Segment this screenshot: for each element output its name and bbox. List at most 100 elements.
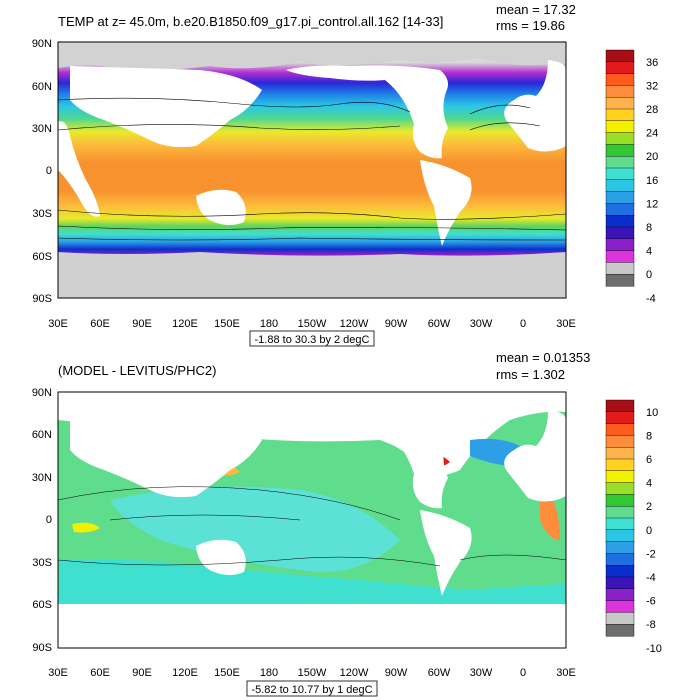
colorbar-swatch xyxy=(605,250,635,263)
panel-1-lon-label: 30E xyxy=(556,318,576,330)
panel-2-lon-label: 150E xyxy=(214,667,240,679)
panel-2-x-ticks: 30E 60E 90E 120E 150E 180 150W 120W 90W … xyxy=(48,667,576,679)
panel-2-lon-label: 120W xyxy=(340,667,369,679)
panel-2-lon-label: 60W xyxy=(428,667,451,679)
colorbar-swatch xyxy=(605,399,635,413)
panel-1-lat-label: 90S xyxy=(32,293,52,305)
panel-2-lon-label: 0 xyxy=(520,667,526,679)
panel-2-range-box: -5.82 to 10.77 by 1 degC xyxy=(246,680,378,697)
colorbar-label: 16 xyxy=(646,175,658,187)
panel-2-colorbar-labels: 10 8 6 4 2 0 -2 -4 -6 -8 -10 xyxy=(646,407,662,655)
colorbar-label: 24 xyxy=(646,128,658,140)
panel-1-title: TEMP at z= 45.0m, b.e20.B1850.f09_g17.pi… xyxy=(58,14,443,29)
colorbar-swatch xyxy=(605,155,635,169)
colorbar-label: -2 xyxy=(646,548,656,560)
panel-1-lat-label: 60S xyxy=(32,251,52,263)
panel-1-range-box: -1.88 to 30.3 by 2 degC xyxy=(249,330,375,347)
colorbar-swatch xyxy=(605,167,635,181)
panel-2-mean: mean = 0.01353 xyxy=(496,350,590,365)
panel-2-range-label: -5.82 to 10.77 by 1 degC xyxy=(251,684,372,696)
colorbar-swatch xyxy=(605,494,635,507)
panel-1-lat-label: 60N xyxy=(32,81,52,93)
colorbar-swatch xyxy=(605,411,635,425)
colorbar-swatch xyxy=(605,96,635,110)
colorbar-swatch xyxy=(605,576,635,590)
panel-2-lat-label: 90N xyxy=(32,387,52,399)
colorbar-swatch xyxy=(605,517,635,531)
colorbar-swatch xyxy=(605,553,635,566)
panel-2-y-ticks: 90N 60N 30N 0 30S 60S 90S xyxy=(32,387,52,654)
colorbar-label: 20 xyxy=(646,151,658,163)
panel-1-lon-label: 150E xyxy=(214,318,240,330)
colorbar-swatch xyxy=(605,49,635,63)
panel-1-colorbar: 36 32 28 24 20 16 12 8 4 0 -4 xyxy=(605,49,658,305)
colorbar-label: 28 xyxy=(646,104,658,116)
colorbar-label: 6 xyxy=(646,454,652,466)
colorbar-swatch xyxy=(605,274,635,287)
panel-2-map xyxy=(57,391,567,649)
colorbar-swatch xyxy=(605,61,635,75)
panel-1-mean: mean = 17.32 xyxy=(496,2,576,17)
panel-2: (MODEL - LEVITUS/PHC2) mean = 0.01353 rm… xyxy=(32,350,662,697)
colorbar-label: 0 xyxy=(646,269,652,281)
panel-2-lat-label: 60N xyxy=(32,429,52,441)
colorbar-swatch xyxy=(605,108,635,122)
colorbar-label: -4 xyxy=(646,572,656,584)
colorbar-swatch xyxy=(605,600,635,613)
colorbar-label: -10 xyxy=(646,643,662,655)
colorbar-swatch xyxy=(605,435,635,448)
colorbar-swatch xyxy=(605,191,635,204)
colorbar-swatch xyxy=(605,262,635,275)
colorbar-swatch xyxy=(605,238,635,252)
colorbar-swatch xyxy=(605,541,635,554)
colorbar-label: -4 xyxy=(646,293,656,305)
colorbar-swatch xyxy=(605,85,635,98)
panel-1-lon-label: 120E xyxy=(172,318,198,330)
colorbar-swatch xyxy=(605,120,635,134)
colorbar-swatch xyxy=(605,588,635,602)
colorbar-swatch xyxy=(605,423,635,436)
panel-1-lon-label: 180 xyxy=(260,318,278,330)
colorbar-swatch xyxy=(605,624,635,637)
panel-2-colorbar: 10 8 6 4 2 0 -2 -4 -6 -8 -10 xyxy=(605,399,662,655)
colorbar-label: 4 xyxy=(646,478,652,490)
panel-2-lat-label: 0 xyxy=(46,514,52,526)
panel-1-lon-label: 150W xyxy=(298,318,327,330)
colorbar-swatch xyxy=(605,458,635,472)
panel-1-lon-label: 0 xyxy=(520,318,526,330)
colorbar-swatch xyxy=(605,529,635,543)
colorbar-label: 0 xyxy=(646,525,652,537)
colorbar-swatch xyxy=(605,612,635,625)
panel-1-lat-label: 30S xyxy=(32,208,52,220)
panel-1-colorbar-swatches xyxy=(605,49,635,287)
panel-2-lat-label: 30S xyxy=(32,557,52,569)
panel-1-lat-label: 30N xyxy=(32,123,52,135)
panel-2-lon-label: 90W xyxy=(385,667,408,679)
panel-1-y-ticks: 90N 60N 30N 0 30S 60S 90S xyxy=(32,38,52,305)
colorbar-swatch xyxy=(605,73,635,86)
panel-2-lat-label: 60S xyxy=(32,599,52,611)
panel-2-lon-label: 30E xyxy=(48,667,68,679)
panel-1-range-label: -1.88 to 30.3 by 2 degC xyxy=(255,334,370,346)
colorbar-swatch xyxy=(605,482,635,495)
panel-1-lat-label: 0 xyxy=(46,165,52,177)
colorbar-label: 36 xyxy=(646,57,658,69)
colorbar-label: 4 xyxy=(646,246,652,258)
colorbar-swatch xyxy=(605,214,635,228)
colorbar-label: 12 xyxy=(646,198,658,210)
panel-2-rms: rms = 1.302 xyxy=(496,367,565,382)
panel-1-map xyxy=(57,41,567,299)
panel-1: TEMP at z= 45.0m, b.e20.B1850.f09_g17.pi… xyxy=(32,2,658,347)
panel-2-lon-label: 90E xyxy=(132,667,152,679)
panel-2-lon-label: 30W xyxy=(470,667,493,679)
panel-1-lon-label: 90E xyxy=(132,318,152,330)
panel-1-lon-label: 120W xyxy=(340,318,369,330)
colorbar-label: 32 xyxy=(646,80,658,92)
panel-1-lon-label: 60E xyxy=(90,318,110,330)
panel-2-lon-label: 60E xyxy=(90,667,110,679)
colorbar-swatch xyxy=(605,144,635,157)
colorbar-swatch xyxy=(605,447,635,460)
colorbar-swatch xyxy=(605,203,635,216)
colorbar-label: -8 xyxy=(646,619,656,631)
colorbar-swatch xyxy=(605,132,635,145)
